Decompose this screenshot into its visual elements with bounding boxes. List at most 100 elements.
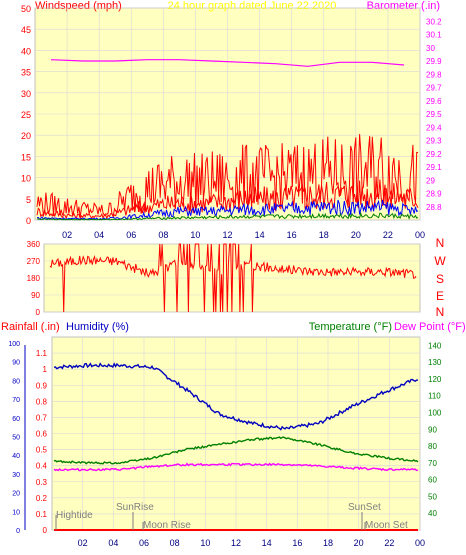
almanac-markers: Hightide SunRise Moon Rise SunSet Moon S…: [55, 502, 408, 531]
dewpoint-axis-title: Dew Point (°F): [394, 321, 466, 333]
tick-label: 40: [21, 46, 31, 56]
tick-label: 20: [351, 230, 361, 240]
tick-label: 45: [21, 25, 31, 35]
rainfall-axis: 0 0.1 0.2 0.3 0.4 0.5 0.6 0.7 0.8 0.9 1 1.1: [36, 349, 48, 535]
temperature-axis-title: Temperature (°F): [309, 321, 392, 333]
tick-label: 06: [139, 538, 149, 548]
tick-label: 60: [12, 416, 20, 423]
tick-label: 180: [27, 274, 41, 283]
tick-label: 29.7: [426, 84, 442, 93]
tick-label: 0: [43, 526, 48, 535]
tick-label: 100: [428, 409, 442, 418]
direction-axis: 0 90 180 270 360: [27, 240, 41, 317]
humidity-axis: 0 10 20 30 40 50 60 70 80 90 100: [8, 341, 26, 535]
tick-label: 02: [78, 538, 88, 548]
compass-label: E: [436, 289, 444, 303]
tick-label: 0: [26, 216, 31, 226]
tick-label: 90: [31, 291, 40, 300]
wind-speed-axis-title: Windspeed (mph): [35, 0, 122, 12]
tick-label: 20: [354, 538, 364, 548]
tick-label: 12: [222, 230, 232, 240]
tick-label: 360: [27, 240, 41, 249]
hightide-label: Hightide: [56, 510, 93, 521]
tick-label: 10: [190, 230, 200, 240]
tick-label: 30: [426, 44, 435, 53]
barometer-line: [50, 59, 405, 67]
tick-label: 28.9: [426, 190, 442, 199]
tick-label: 29: [426, 176, 435, 185]
tick-label: 10: [12, 509, 20, 516]
tick-label: 29.3: [426, 137, 442, 146]
tick-label: 18: [323, 538, 333, 548]
tick-label: 120: [428, 375, 442, 384]
tick-label: 00: [415, 538, 425, 548]
tick-label: 00: [415, 230, 425, 240]
wind-series-line: [36, 199, 419, 221]
wind-series-line: [36, 134, 419, 219]
tick-label: 70: [12, 397, 20, 404]
tick-label: 18: [319, 230, 329, 240]
tick-label: 50: [21, 4, 31, 14]
tick-label: 16: [287, 230, 297, 240]
tick-label: 0: [36, 308, 41, 317]
humidity-line: [53, 362, 419, 431]
tick-label: 08: [170, 538, 180, 548]
tick-label: 0.4: [36, 462, 48, 471]
tick-label: 20: [12, 491, 20, 498]
humidity-axis-title: Humidity (%): [66, 321, 129, 333]
wind-series-line: [36, 211, 419, 221]
tick-label: 0.6: [36, 430, 48, 439]
tick-label: 110: [428, 392, 441, 401]
temperature-axis: 40 50 60 70 80 90 100 110 120 130 140: [428, 341, 442, 518]
tick-label: 16: [292, 538, 302, 548]
tick-label: 29.9: [426, 57, 442, 66]
rain-temp-series: [53, 362, 419, 531]
tick-label: 29.6: [426, 97, 442, 106]
tick-label: 04: [108, 538, 118, 548]
compass-labels: N W S E N: [434, 236, 446, 319]
compass-label: S: [436, 272, 444, 286]
moonrise-label: Moon Rise: [143, 520, 191, 531]
tick-label: 5: [26, 195, 31, 205]
tick-label: 100: [8, 341, 20, 348]
tick-label: 29.4: [426, 123, 442, 132]
tick-label: 28.8: [426, 203, 442, 212]
tick-label: 140: [428, 341, 442, 350]
tick-label: 40: [428, 509, 437, 518]
tick-label: 22: [384, 538, 394, 548]
tick-label: 29.2: [426, 150, 442, 159]
tick-label: 10: [200, 538, 210, 548]
tick-label: 1: [43, 365, 48, 374]
tick-label: 0.9: [36, 381, 48, 390]
tick-label: 20: [21, 131, 31, 141]
tick-label: 14: [262, 538, 272, 548]
tick-label: 29.5: [426, 110, 442, 119]
tick-label: 130: [428, 358, 442, 367]
tick-label: 29.8: [426, 70, 442, 79]
sunset-label: SunSet: [348, 502, 381, 513]
sunrise-label: SunRise: [116, 502, 154, 513]
temperature-line: [53, 436, 419, 465]
wind-speed-axis: 0 5 10 15 20 25 30 35 40 45 50: [21, 4, 31, 226]
tick-label: 0.8: [36, 397, 48, 406]
tick-label: 0.3: [36, 478, 48, 487]
tick-label: 40: [12, 453, 20, 460]
rainfall-axis-title: Rainfall (.in): [1, 321, 60, 333]
tick-label: 90: [12, 360, 20, 367]
tick-label: 80: [428, 442, 437, 451]
tick-label: 90: [428, 425, 437, 434]
tick-label: 35: [21, 68, 31, 78]
tick-label: 22: [383, 230, 393, 240]
compass-label: W: [434, 254, 446, 268]
tick-label: 80: [12, 378, 20, 385]
barometer-axis-title: Barometer (.in): [367, 0, 440, 12]
tick-label: 0.1: [36, 510, 48, 519]
tick-label: 0.2: [36, 494, 48, 503]
graph-date-title: 24 hour graph dated June 22 2020: [168, 0, 337, 12]
wind-direction-series: [49, 243, 417, 313]
tick-label: 50: [428, 492, 437, 501]
tick-label: 60: [428, 476, 437, 485]
tick-label: 25: [21, 110, 31, 120]
tick-label: 15: [21, 152, 31, 162]
